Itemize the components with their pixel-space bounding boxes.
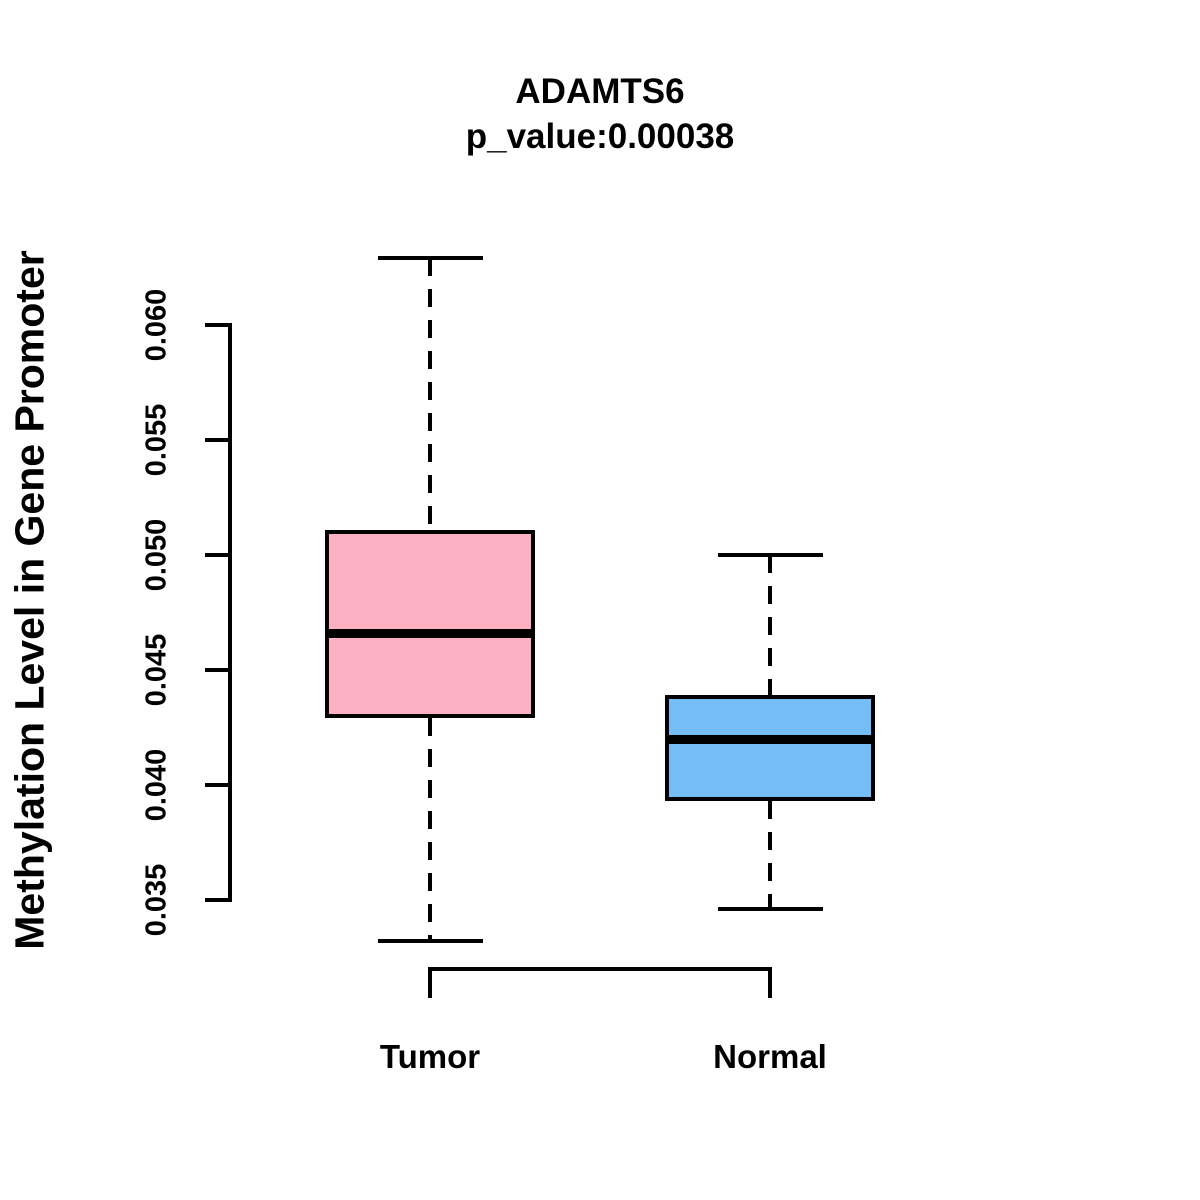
chart-subtitle-pvalue: p_value:0.00038 [465, 117, 735, 156]
y-axis-tick-label: 0.060 [140, 288, 173, 362]
y-axis-tick [205, 783, 230, 787]
median-line [665, 735, 875, 744]
x-axis-label-normal: Normal [713, 1038, 827, 1075]
lower-whisker-cap [378, 939, 483, 944]
upper-whisker [768, 555, 772, 696]
y-axis-tick-label: 0.035 [140, 863, 173, 937]
y-axis-tick [205, 553, 230, 557]
lower-whisker [768, 801, 772, 910]
y-axis-tick-label: 0.050 [140, 518, 173, 592]
y-axis-title: Methylation Level in Gene Promoter [6, 250, 53, 950]
upper-whisker [428, 258, 432, 530]
y-axis-tick-label: 0.055 [140, 403, 173, 477]
x-axis-tick [768, 967, 772, 998]
y-axis-line [228, 323, 232, 902]
lower-whisker-cap [718, 907, 823, 912]
upper-whisker-cap [378, 256, 483, 261]
x-axis-label-tumor: Tumor [379, 1038, 481, 1075]
y-axis-tick [205, 668, 230, 672]
lower-whisker [428, 718, 432, 942]
y-axis-tick [205, 323, 230, 327]
chart-title: ADAMTS6 [515, 72, 685, 111]
y-axis-tick [205, 898, 230, 902]
x-axis-tick [428, 967, 432, 998]
y-axis-tick-label: 0.045 [140, 633, 173, 707]
y-axis-tick [205, 438, 230, 442]
upper-whisker-cap [718, 553, 823, 557]
median-line [325, 629, 535, 639]
box-tumor [325, 529, 535, 719]
x-axis-line [428, 967, 772, 971]
y-axis-tick-label: 0.040 [140, 748, 173, 822]
box-normal [665, 695, 875, 802]
